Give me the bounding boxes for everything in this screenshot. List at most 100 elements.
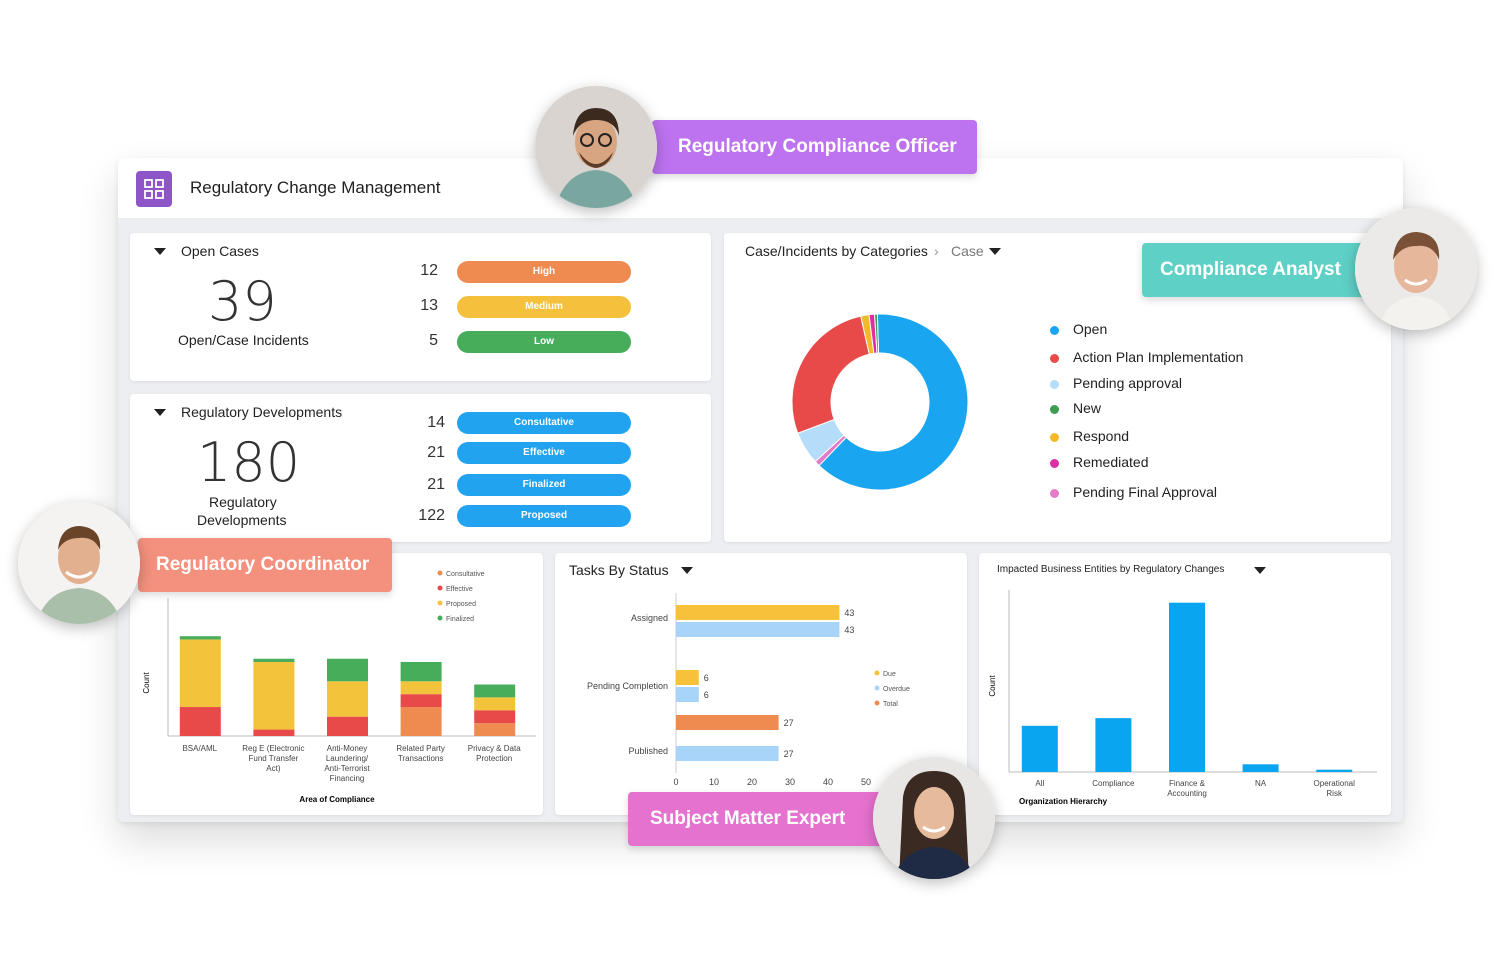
tick-label: Related Party xyxy=(396,744,444,753)
legend-item[interactable]: Respond xyxy=(1050,428,1129,444)
tick-label: All xyxy=(1035,779,1044,788)
legend-swatch xyxy=(1050,458,1059,468)
legend-swatch xyxy=(1050,432,1059,442)
tick-label: Accounting xyxy=(1167,789,1207,798)
role-label-compliance-analyst: Compliance Analyst xyxy=(1142,243,1391,297)
status-badge-consultative[interactable]: Consultative xyxy=(457,412,631,434)
role-label-subject-matter-expert: Subject Matter Expert xyxy=(628,792,914,846)
legend-label: Proposed xyxy=(446,601,476,608)
tick-label: Risk xyxy=(1326,789,1343,798)
tick-label: 30 xyxy=(785,777,795,787)
data-label: 27 xyxy=(784,749,794,759)
legend-item[interactable]: Pending approval xyxy=(1050,375,1182,391)
bar-segment-effective xyxy=(400,694,442,708)
avatar-compliance-analyst xyxy=(1355,208,1477,330)
bar-overdue xyxy=(676,622,840,637)
priority-badge-low[interactable]: Low xyxy=(457,331,631,353)
categories-title: Case/Incidents by Categories xyxy=(745,243,928,259)
area-of-compliance-chart: Count Area of Compliance BSA/AML Reg E (Ele… xyxy=(142,570,536,804)
tick-label: Finance & xyxy=(1169,779,1206,788)
status-badge-effective[interactable]: Effective xyxy=(457,442,631,464)
priority-count: 12 xyxy=(420,262,438,279)
bar-segment-finalized xyxy=(474,684,516,698)
priority-badge-medium[interactable]: Medium xyxy=(457,296,631,318)
impacted-entities-title: Impacted Business Entities by Regulatory… xyxy=(997,564,1225,575)
y-axis-label: Count xyxy=(142,672,151,694)
legend-swatch xyxy=(1050,353,1059,363)
status-badge-finalized[interactable]: Finalized xyxy=(457,474,631,496)
dashboard-grid-icon[interactable] xyxy=(136,171,172,207)
tick-label: BSA/AML xyxy=(182,744,217,753)
data-label: 27 xyxy=(784,718,794,728)
priority-count: 13 xyxy=(420,297,438,314)
legend-label: Consultative xyxy=(446,571,485,578)
bar-due xyxy=(676,670,699,685)
regulatory-developments-subtitle: Regulatory xyxy=(209,494,277,510)
avatar-regulatory-compliance-officer xyxy=(535,86,657,208)
tick-label: 10 xyxy=(709,777,719,787)
tick-label: Pending Completion xyxy=(587,681,668,691)
bar xyxy=(1242,764,1279,772)
regulatory-developments-subtitle: Developments xyxy=(197,512,287,528)
collapse-caret-icon[interactable] xyxy=(154,248,166,255)
tick-label: Protection xyxy=(476,754,512,763)
categories-donut-chart xyxy=(791,313,969,491)
legend-item[interactable]: Remediated xyxy=(1050,454,1149,470)
categories-breadcrumb[interactable]: Case xyxy=(951,243,984,259)
legend-item[interactable]: Pending Final Approval xyxy=(1050,484,1217,500)
tasks-dropdown-icon[interactable] xyxy=(681,567,693,574)
data-label: 6 xyxy=(704,673,709,683)
breadcrumb-dropdown-icon[interactable] xyxy=(989,248,1001,255)
impacted-dropdown-icon[interactable] xyxy=(1254,567,1266,574)
legend-swatch xyxy=(1050,325,1059,335)
tick-label: Operational xyxy=(1314,779,1356,788)
tasks-by-status-title: Tasks By Status xyxy=(569,562,669,578)
donut-slice-action-plan-implementation xyxy=(791,315,870,434)
legend-swatch xyxy=(437,585,443,591)
collapse-caret-icon[interactable] xyxy=(154,409,166,416)
legend-swatch xyxy=(1050,379,1059,389)
legend-swatch xyxy=(874,685,880,691)
avatar-regulatory-coordinator xyxy=(18,502,140,624)
legend-label: Remediated xyxy=(1073,454,1149,470)
tick-label: Anti-Terrorist xyxy=(324,764,370,773)
legend-label: Open xyxy=(1073,321,1108,337)
tick-label: Fund Transfer xyxy=(248,754,298,763)
status-count: 21 xyxy=(427,476,445,493)
legend-label: Pending approval xyxy=(1073,375,1182,391)
data-label: 43 xyxy=(844,608,854,618)
status-badge-proposed[interactable]: Proposed xyxy=(457,505,631,527)
open-cases-subtitle: Open/Case Incidents xyxy=(178,332,309,348)
tick-label: Compliance xyxy=(1092,779,1135,788)
x-axis-label: Organization Hierarchy xyxy=(1019,797,1108,806)
legend-label: Finalized xyxy=(446,616,474,623)
bar-overdue xyxy=(676,687,699,702)
bar-segment-effective xyxy=(253,729,295,736)
tick-label: Transactions xyxy=(398,754,444,763)
priority-badge-high[interactable]: High xyxy=(457,261,631,283)
app-title: Regulatory Change Management xyxy=(190,178,441,197)
tick-label: 0 xyxy=(673,777,678,787)
bar-segment-consultative xyxy=(474,723,516,736)
legend-label: Overdue xyxy=(883,686,910,693)
breadcrumb-chevron-icon: › xyxy=(934,243,939,259)
donut-slice-new xyxy=(874,313,880,354)
bar-due xyxy=(676,605,840,620)
tasks-by-status-chart: 0 10 20 30 40 50 Assigned 43 43 Pending Completio… xyxy=(587,593,910,787)
data-label: 43 xyxy=(844,625,854,635)
bar xyxy=(1095,718,1132,772)
status-count: 122 xyxy=(418,507,445,524)
bar-segment-effective xyxy=(327,716,368,736)
donut-slice-open xyxy=(818,313,969,491)
legend-swatch xyxy=(437,570,443,576)
avatar-subject-matter-expert xyxy=(873,757,995,879)
legend-item[interactable]: New xyxy=(1050,400,1101,416)
legend-item[interactable]: Open xyxy=(1050,321,1107,337)
tick-label: 20 xyxy=(747,777,757,787)
tick-label: 50 xyxy=(861,777,871,787)
bar-overdue xyxy=(676,746,779,761)
legend-item[interactable]: Action Plan Implementation xyxy=(1050,349,1243,365)
impacted-entities-chart: Count Organization Hierarchy All Compliance… xyxy=(988,590,1377,806)
regulatory-developments-total: 180 xyxy=(197,431,301,494)
bar-segment-effective xyxy=(474,710,516,724)
